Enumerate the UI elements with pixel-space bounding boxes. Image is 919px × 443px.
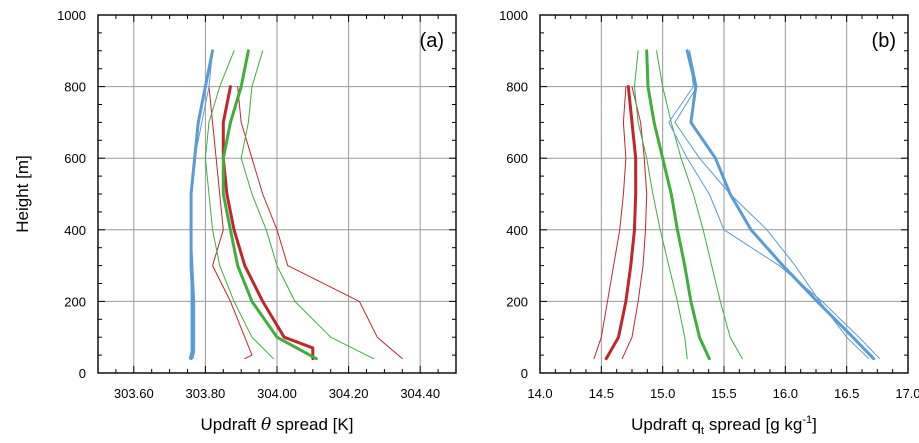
x-tick-label: 304.20 [329, 386, 369, 401]
series-line [685, 49, 876, 361]
y-tick-label: 0 [521, 366, 528, 381]
x-axis-label: Updraft qt spread [g kg-1] [631, 414, 817, 437]
y-tick-label: 200 [506, 294, 528, 309]
y-tick-label: 800 [64, 80, 86, 95]
x-tick-label: 303.60 [114, 386, 154, 401]
y-axis-label: Height [m] [13, 155, 32, 232]
series-line [237, 86, 403, 360]
series-line [208, 86, 253, 360]
x-tick-label: 16.0 [773, 386, 798, 401]
x-tick-label: 14.0 [527, 386, 552, 401]
y-tick-label: 200 [64, 294, 86, 309]
x-tick-label: 17.0 [895, 386, 919, 401]
y-tick-label: 600 [506, 151, 528, 166]
series-line [240, 50, 375, 360]
panel-b: 14.0 14.5 15.0 15.5 16.0 16.5 17.0 0 200 400 600 80… [499, 8, 919, 437]
x-tick-label: 15.0 [650, 386, 675, 401]
panel-a: 303.60 303.80 304.00 304.20 304.40 0 200 400 600… [13, 8, 457, 435]
series-line [674, 50, 870, 360]
x-tick-label: 15.5 [711, 386, 736, 401]
panel-label: (b) [872, 30, 896, 52]
x-tick-label: 303.80 [186, 386, 226, 401]
x-axis-label: Updraft θ spread [K] [201, 415, 354, 435]
series-line [221, 85, 315, 361]
plot-area [188, 49, 403, 361]
y-tick-label: 600 [64, 151, 86, 166]
series-line [204, 50, 274, 360]
panel-label: (a) [420, 30, 444, 52]
y-tick-label: 400 [64, 223, 86, 238]
x-tick-label: 304.00 [257, 386, 297, 401]
series-line [633, 50, 688, 360]
series-line [221, 49, 318, 361]
y-tick-label: 1000 [57, 8, 86, 23]
series-line [189, 49, 215, 361]
y-tick-label: 400 [506, 223, 528, 238]
series-line [656, 50, 743, 360]
series-line [604, 85, 638, 361]
series-line [621, 86, 648, 360]
y-tick-label: 1000 [499, 8, 528, 23]
y-tick-label: 800 [506, 80, 528, 95]
series-line [645, 49, 711, 361]
x-tick-label: 14.5 [589, 386, 614, 401]
y-tick-label: 0 [79, 366, 86, 381]
plot-area [593, 49, 881, 361]
x-tick-label: 16.5 [834, 386, 859, 401]
series-line [593, 86, 627, 360]
series-line [668, 50, 881, 360]
x-tick-label: 304.40 [400, 386, 440, 401]
